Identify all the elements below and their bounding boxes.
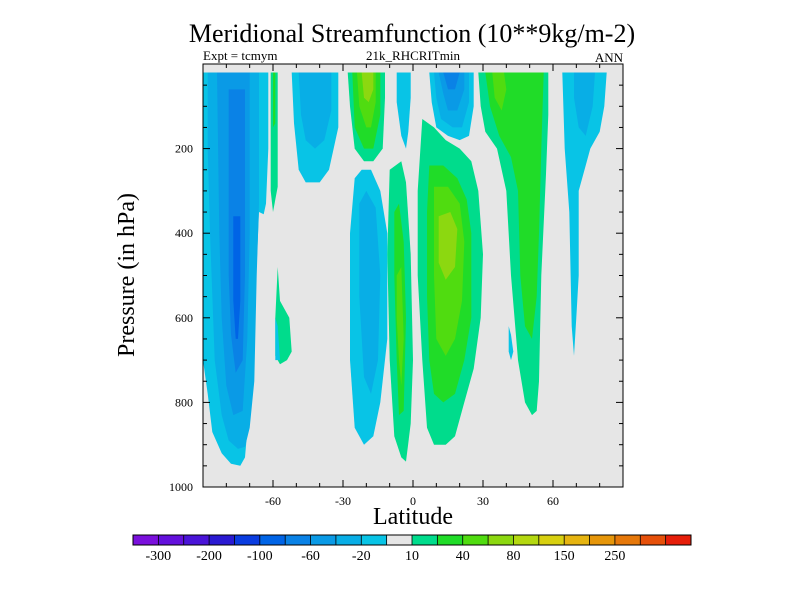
contour-sh-green-strip [270,72,278,212]
contour-mid-blue-inner [298,72,332,149]
colorbar-swatch [133,535,159,545]
y-tick-label: 400 [175,226,193,240]
contour-nh-yellow-core [438,212,458,280]
left-subtitle: Expt = tcmym [203,48,278,63]
colorbar: -300 -200 -100 -60 -20 10 40 80 150 250 [132,534,692,564]
contour-regions [203,72,607,466]
colorbar-swatch [183,535,210,545]
colorbar-swatch [335,535,362,545]
colorbar-swatch [310,535,337,545]
contour-trop-yellow-core [361,72,374,103]
colorbar-label: 80 [506,549,520,564]
colorbar-swatch [386,535,413,545]
colorbar-label: -20 [352,549,371,564]
colorbar-swatch [285,535,311,545]
colorbar-border [132,534,692,546]
colorbar-swatch [209,535,235,545]
contour-sh-small-green [275,267,292,365]
contour-trop-blue-deep-in [359,190,381,394]
colorbar-swatch [640,535,666,545]
contour-sh-green-core [273,72,276,128]
colorbar-swatch [158,535,185,545]
colorbar-swatch [564,535,590,545]
colorbar-swatch [462,535,489,545]
contour-eq-green-deep-in [396,267,404,386]
colorbar-swatch [488,535,514,545]
colorbar-swatch [513,535,540,545]
colorbar-swatch [259,535,286,545]
x-tick-label: -30 [335,494,351,508]
colorbar-swatch [437,535,464,545]
x-tick-label: 30 [477,494,489,508]
y-tick-label: 800 [175,395,193,409]
x-tick-label: 60 [547,494,559,508]
right-subtitle: ANN [595,50,624,65]
axes: -60 -30 0 30 60 200 400 600 800 1000 [169,64,624,508]
contour-nh-subtrop-green-mid [485,72,544,339]
colorbar-label: 10 [405,549,419,564]
y-tick-label: 600 [175,311,193,325]
colorbar-swatch [665,535,692,545]
contour-nh-high-blue [562,72,607,356]
colorbar-label: -200 [196,549,222,564]
colorbar-swatch [234,535,261,545]
y-axis-label: Pressure (in hPa) [114,193,140,357]
colorbar-label: 250 [604,549,625,564]
colorbar-label: -100 [247,549,273,564]
x-tick-label: 0 [410,494,416,508]
colorbar-swatch [614,535,641,545]
x-axis-label: Latitude [373,504,453,530]
colorbar-swatch [589,535,616,545]
colorbar-label: -60 [301,549,320,564]
center-subtitle: 21k_RHCRITmin [366,48,460,63]
contour-nh-small-blue [508,326,514,361]
x-tick-label: -60 [265,494,281,508]
contour-sh-small-blue [275,317,280,361]
contour-eq-blue-top [396,72,411,149]
chart-title: Meridional Streamfunction (10**9kg/m-2) [189,19,635,48]
contour-nh-blue-top-core [443,72,460,90]
y-tick-label: 1000 [169,480,193,494]
colorbar-label: -300 [146,549,172,564]
contour-sh-core-max [233,216,241,339]
colorbar-label: 40 [456,549,470,564]
contour-nh-blue-top-in [438,72,465,111]
colorbar-swatch [361,535,387,545]
colorbar-swatch [412,535,438,545]
contour-nh-subtrop-green-in [492,72,507,111]
colorbar-label: 150 [554,549,575,564]
colorbar-swatch [538,535,565,545]
contour-nh-high-blue-in [574,72,595,136]
y-tick-label: 200 [175,142,193,156]
